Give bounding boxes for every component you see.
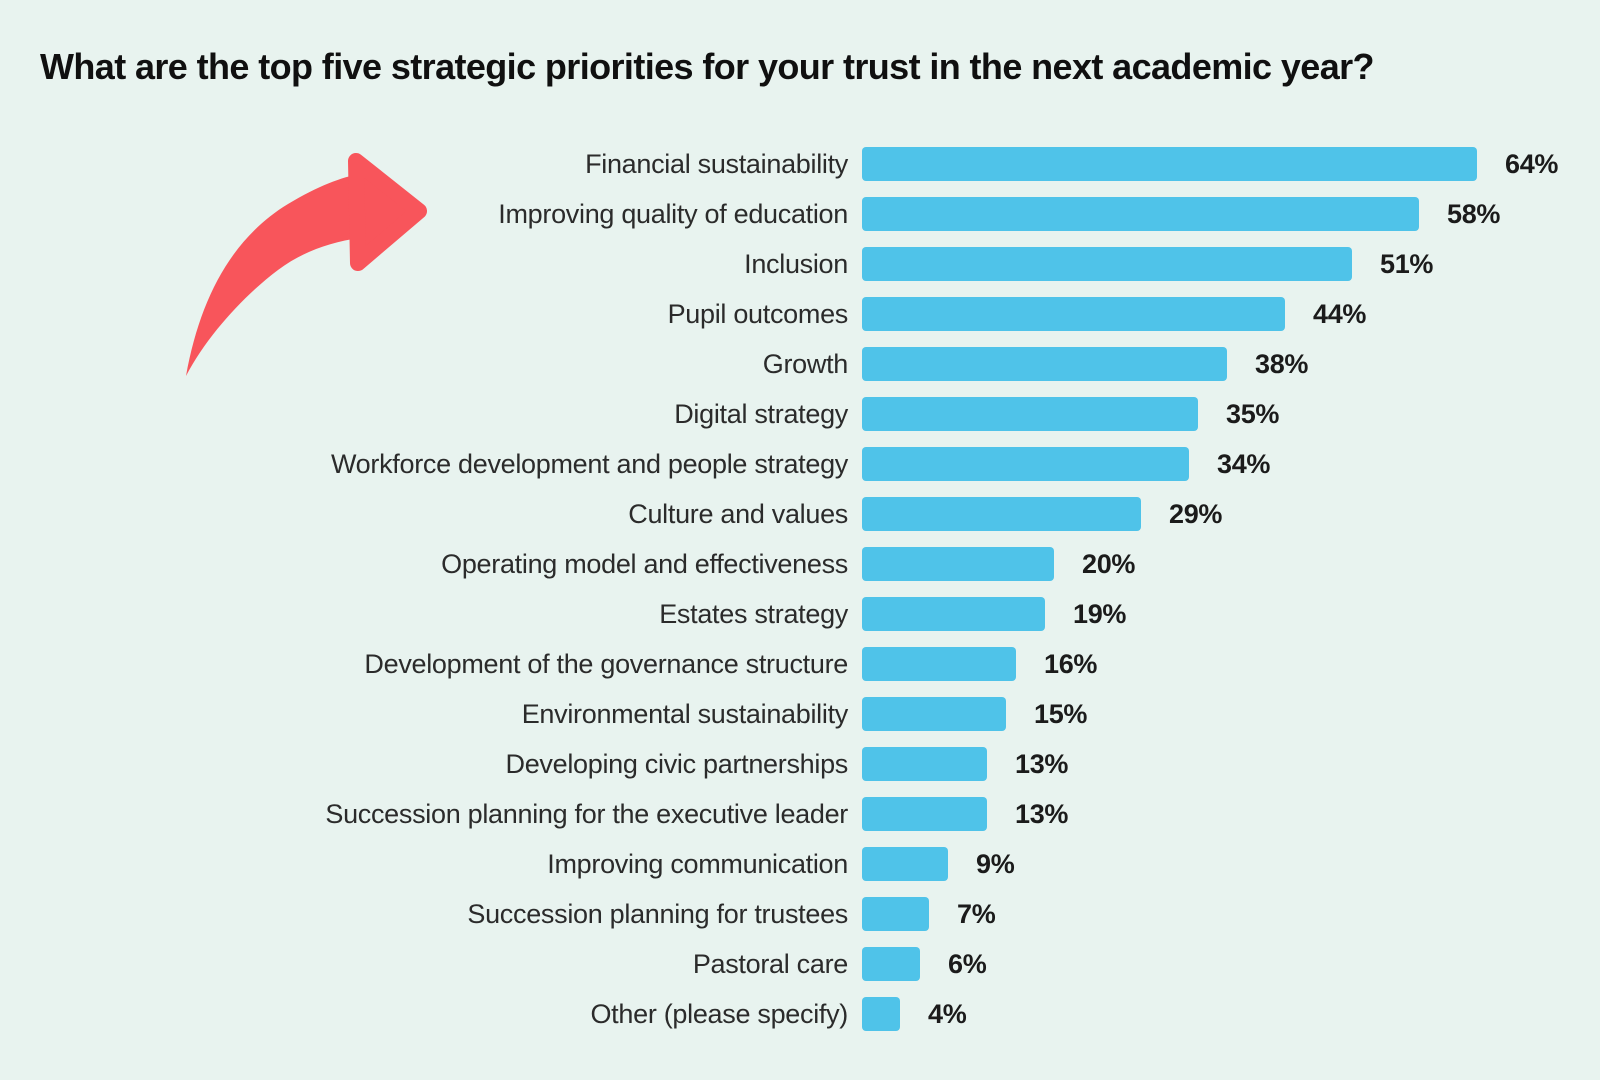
bar bbox=[862, 547, 1054, 581]
bar-track: 58% bbox=[862, 189, 1500, 239]
chart-row: Pupil outcomes 44% bbox=[0, 289, 1600, 339]
chart-row: Succession planning for the executive le… bbox=[0, 789, 1600, 839]
arrow-tail bbox=[186, 174, 360, 376]
bar-track: 51% bbox=[862, 239, 1433, 289]
bar-track: 15% bbox=[862, 689, 1087, 739]
bar bbox=[862, 947, 920, 981]
chart-row: Development of the governance structure 1… bbox=[0, 639, 1600, 689]
category-label: Financial sustainability bbox=[585, 148, 848, 179]
chart-row: Succession planning for trustees 7% bbox=[0, 889, 1600, 939]
arrow-head bbox=[348, 153, 427, 271]
value-label: 58% bbox=[1447, 198, 1501, 229]
category-label: Growth bbox=[762, 348, 849, 379]
chart-row: Operating model and effectiveness 20% bbox=[0, 539, 1600, 589]
bar bbox=[862, 147, 1477, 181]
category-label: Environmental sustainability bbox=[521, 698, 849, 729]
value-label: 9% bbox=[976, 848, 1015, 879]
category-label: Pastoral care bbox=[692, 948, 848, 979]
bar bbox=[862, 247, 1352, 281]
bar bbox=[862, 747, 987, 781]
chart-row: Developing civic partnerships 13% bbox=[0, 739, 1600, 789]
bar bbox=[862, 497, 1141, 531]
chart-row: Improving communication 9% bbox=[0, 839, 1600, 889]
category-label: Development of the governance structure bbox=[364, 648, 848, 679]
bar bbox=[862, 447, 1189, 481]
value-label: 7% bbox=[957, 898, 996, 929]
bar bbox=[862, 197, 1419, 231]
value-label: 15% bbox=[1034, 698, 1088, 729]
bar-track: 7% bbox=[862, 889, 996, 939]
category-label: Improving communication bbox=[547, 848, 848, 879]
category-label: Operating model and effectiveness bbox=[441, 548, 848, 579]
category-label: Succession planning for trustees bbox=[467, 898, 848, 929]
category-label: Culture and values bbox=[628, 498, 848, 529]
chart-row: Workforce development and people strateg… bbox=[0, 439, 1600, 489]
category-label: Estates strategy bbox=[659, 598, 848, 629]
chart-row: Environmental sustainability 15% bbox=[0, 689, 1600, 739]
bar-track: 64% bbox=[862, 139, 1558, 189]
value-label: 35% bbox=[1226, 398, 1280, 429]
bar-track: 29% bbox=[862, 489, 1222, 539]
category-label: Inclusion bbox=[744, 248, 848, 279]
category-label: Succession planning for the executive le… bbox=[325, 798, 848, 829]
bar-track: 13% bbox=[862, 739, 1068, 789]
category-label: Developing civic partnerships bbox=[505, 748, 849, 779]
red-curved-arrow-annotation bbox=[186, 153, 427, 376]
chart-row: Inclusion 51% bbox=[0, 239, 1600, 289]
value-label: 13% bbox=[1015, 798, 1069, 829]
bar bbox=[862, 897, 929, 931]
bar bbox=[862, 597, 1045, 631]
chart-row: Culture and values 29% bbox=[0, 489, 1600, 539]
value-label: 64% bbox=[1505, 148, 1559, 179]
bar-track: 34% bbox=[862, 439, 1270, 489]
category-label: Other (please specify) bbox=[590, 998, 848, 1029]
category-label: Workforce development and people strateg… bbox=[330, 448, 848, 479]
bar-track: 19% bbox=[862, 589, 1126, 639]
value-label: 6% bbox=[948, 948, 987, 979]
value-label: 13% bbox=[1015, 748, 1069, 779]
bar bbox=[862, 797, 987, 831]
value-label: 44% bbox=[1313, 298, 1367, 329]
value-label: 34% bbox=[1217, 448, 1271, 479]
chart-row: Pastoral care 6% bbox=[0, 939, 1600, 989]
bar-track: 9% bbox=[862, 839, 1015, 889]
value-label: 38% bbox=[1255, 348, 1309, 379]
category-label: Digital strategy bbox=[674, 398, 848, 429]
bar-track: 35% bbox=[862, 389, 1279, 439]
value-label: 19% bbox=[1073, 598, 1127, 629]
bar bbox=[862, 697, 1006, 731]
bar-track: 13% bbox=[862, 789, 1068, 839]
bar bbox=[862, 297, 1285, 331]
chart-row: Financial sustainability 64% bbox=[0, 139, 1600, 189]
bar bbox=[862, 647, 1016, 681]
bar-track: 38% bbox=[862, 339, 1308, 389]
chart-row: Improving quality of education 58% bbox=[0, 189, 1600, 239]
chart-row: Digital strategy 35% bbox=[0, 389, 1600, 439]
bar bbox=[862, 847, 948, 881]
bar bbox=[862, 997, 900, 1031]
bar-track: 4% bbox=[862, 989, 967, 1039]
value-label: 29% bbox=[1169, 498, 1223, 529]
value-label: 20% bbox=[1082, 548, 1136, 579]
category-label: Improving quality of education bbox=[498, 198, 848, 229]
chart-row: Estates strategy 19% bbox=[0, 589, 1600, 639]
bar-track: 44% bbox=[862, 289, 1366, 339]
value-label: 16% bbox=[1044, 648, 1098, 679]
category-label: Pupil outcomes bbox=[667, 298, 849, 329]
bar bbox=[862, 397, 1198, 431]
bar-track: 20% bbox=[862, 539, 1135, 589]
bar bbox=[862, 347, 1227, 381]
value-label: 4% bbox=[928, 998, 967, 1029]
page-title: What are the top five strategic prioriti… bbox=[40, 46, 1375, 87]
bar-chart: Financial sustainability 64% Improving qua… bbox=[0, 139, 1600, 1039]
bar-track: 6% bbox=[862, 939, 987, 989]
chart-row: Other (please specify) 4% bbox=[0, 989, 1600, 1039]
chart-row: Growth 38% bbox=[0, 339, 1600, 389]
bar-track: 16% bbox=[862, 639, 1097, 689]
value-label: 51% bbox=[1380, 248, 1434, 279]
